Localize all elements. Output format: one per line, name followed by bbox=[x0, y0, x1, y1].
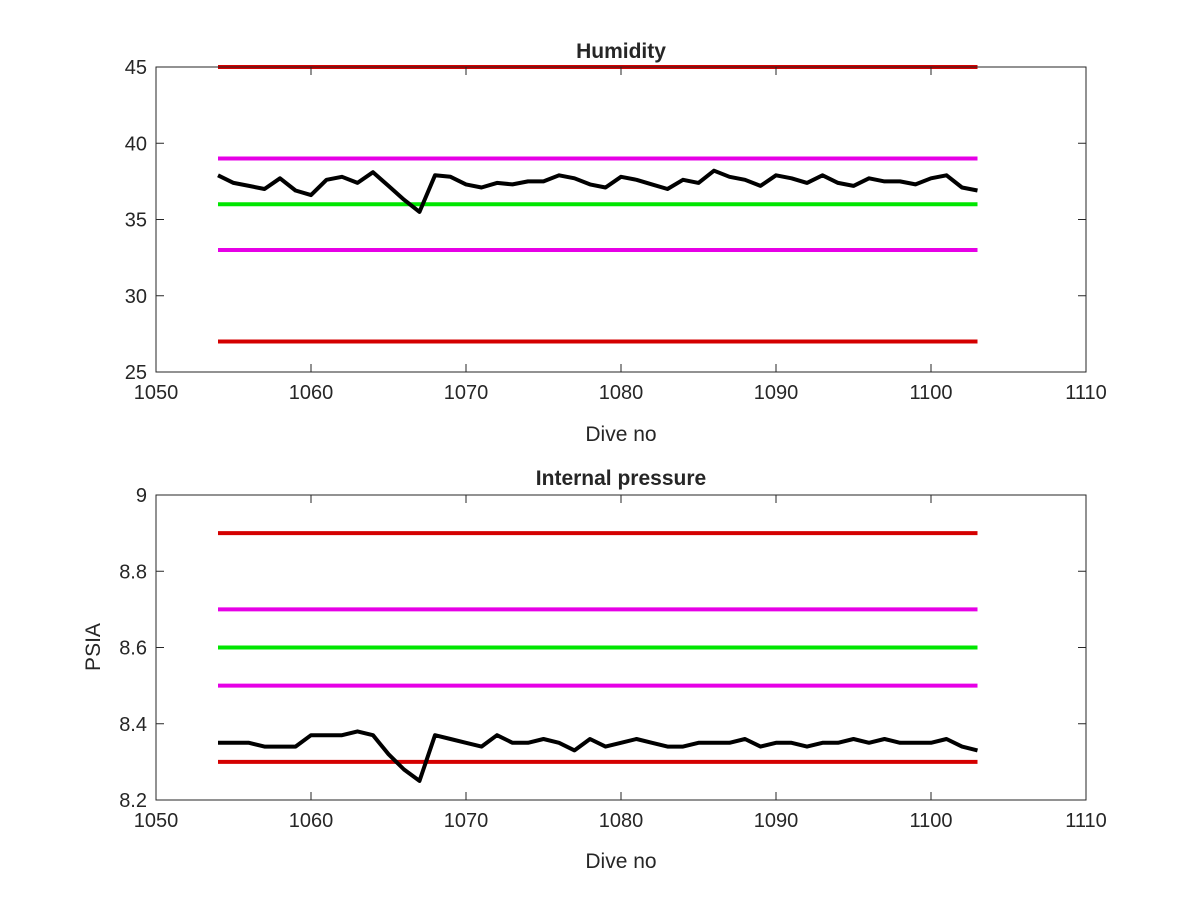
x-tick-label: 1110 bbox=[1065, 810, 1107, 832]
humidity-chart: 1050 1060 1070 1080 1090 1100 1110 25 30 35 40 45 H… bbox=[125, 40, 1107, 446]
x-tick-label: 1070 bbox=[444, 810, 489, 832]
series-line-5 bbox=[217, 168, 978, 214]
y-tick-label: 30 bbox=[125, 286, 147, 308]
x-tick-label: 1090 bbox=[754, 382, 799, 404]
y-axis-label: PSIA bbox=[82, 623, 105, 671]
x-axis-label: Dive no bbox=[585, 423, 656, 446]
chart-title: Internal pressure bbox=[536, 467, 706, 490]
y-tick-label: 8.4 bbox=[119, 714, 147, 736]
y-tick-label: 8.6 bbox=[119, 638, 147, 660]
y-tick-label: 8.2 bbox=[119, 790, 147, 812]
ticks-layer: 1050 1060 1070 1080 1090 1100 1110 25 30 35 40 45 bbox=[125, 57, 1107, 404]
x-axis-label: Dive no bbox=[585, 850, 656, 873]
y-tick-label: 25 bbox=[125, 362, 147, 384]
x-tick-label: 1060 bbox=[289, 810, 334, 832]
x-tick-label: 1080 bbox=[599, 382, 644, 404]
x-tick-label: 1080 bbox=[599, 810, 644, 832]
x-tick-label: 1090 bbox=[754, 810, 799, 832]
ticks-layer: 1050 1060 1070 1080 1090 1100 1110 8.2 8.4 8.6 8.8… bbox=[119, 485, 1107, 832]
plot-area bbox=[156, 67, 1086, 372]
x-tick-label: 1070 bbox=[444, 382, 489, 404]
y-tick-label: 45 bbox=[125, 57, 147, 79]
internal-pressure-chart: 1050 1060 1070 1080 1090 1100 1110 8.2 8.4 8.6 8.8… bbox=[82, 467, 1107, 873]
x-tick-label: 1050 bbox=[134, 382, 179, 404]
y-tick-label: 8.8 bbox=[119, 561, 147, 583]
x-tick-label: 1110 bbox=[1065, 382, 1107, 404]
series-layer bbox=[218, 531, 978, 783]
x-tick-label: 1100 bbox=[909, 382, 952, 404]
x-tick-label: 1100 bbox=[909, 810, 952, 832]
y-tick-label: 40 bbox=[125, 133, 147, 155]
x-tick-label: 1050 bbox=[134, 810, 179, 832]
x-tick-label: 1060 bbox=[289, 382, 334, 404]
y-tick-label: 35 bbox=[125, 210, 147, 232]
y-tick-label: 9 bbox=[136, 485, 147, 507]
series-line-5 bbox=[218, 729, 978, 783]
chart-title: Humidity bbox=[576, 40, 666, 63]
